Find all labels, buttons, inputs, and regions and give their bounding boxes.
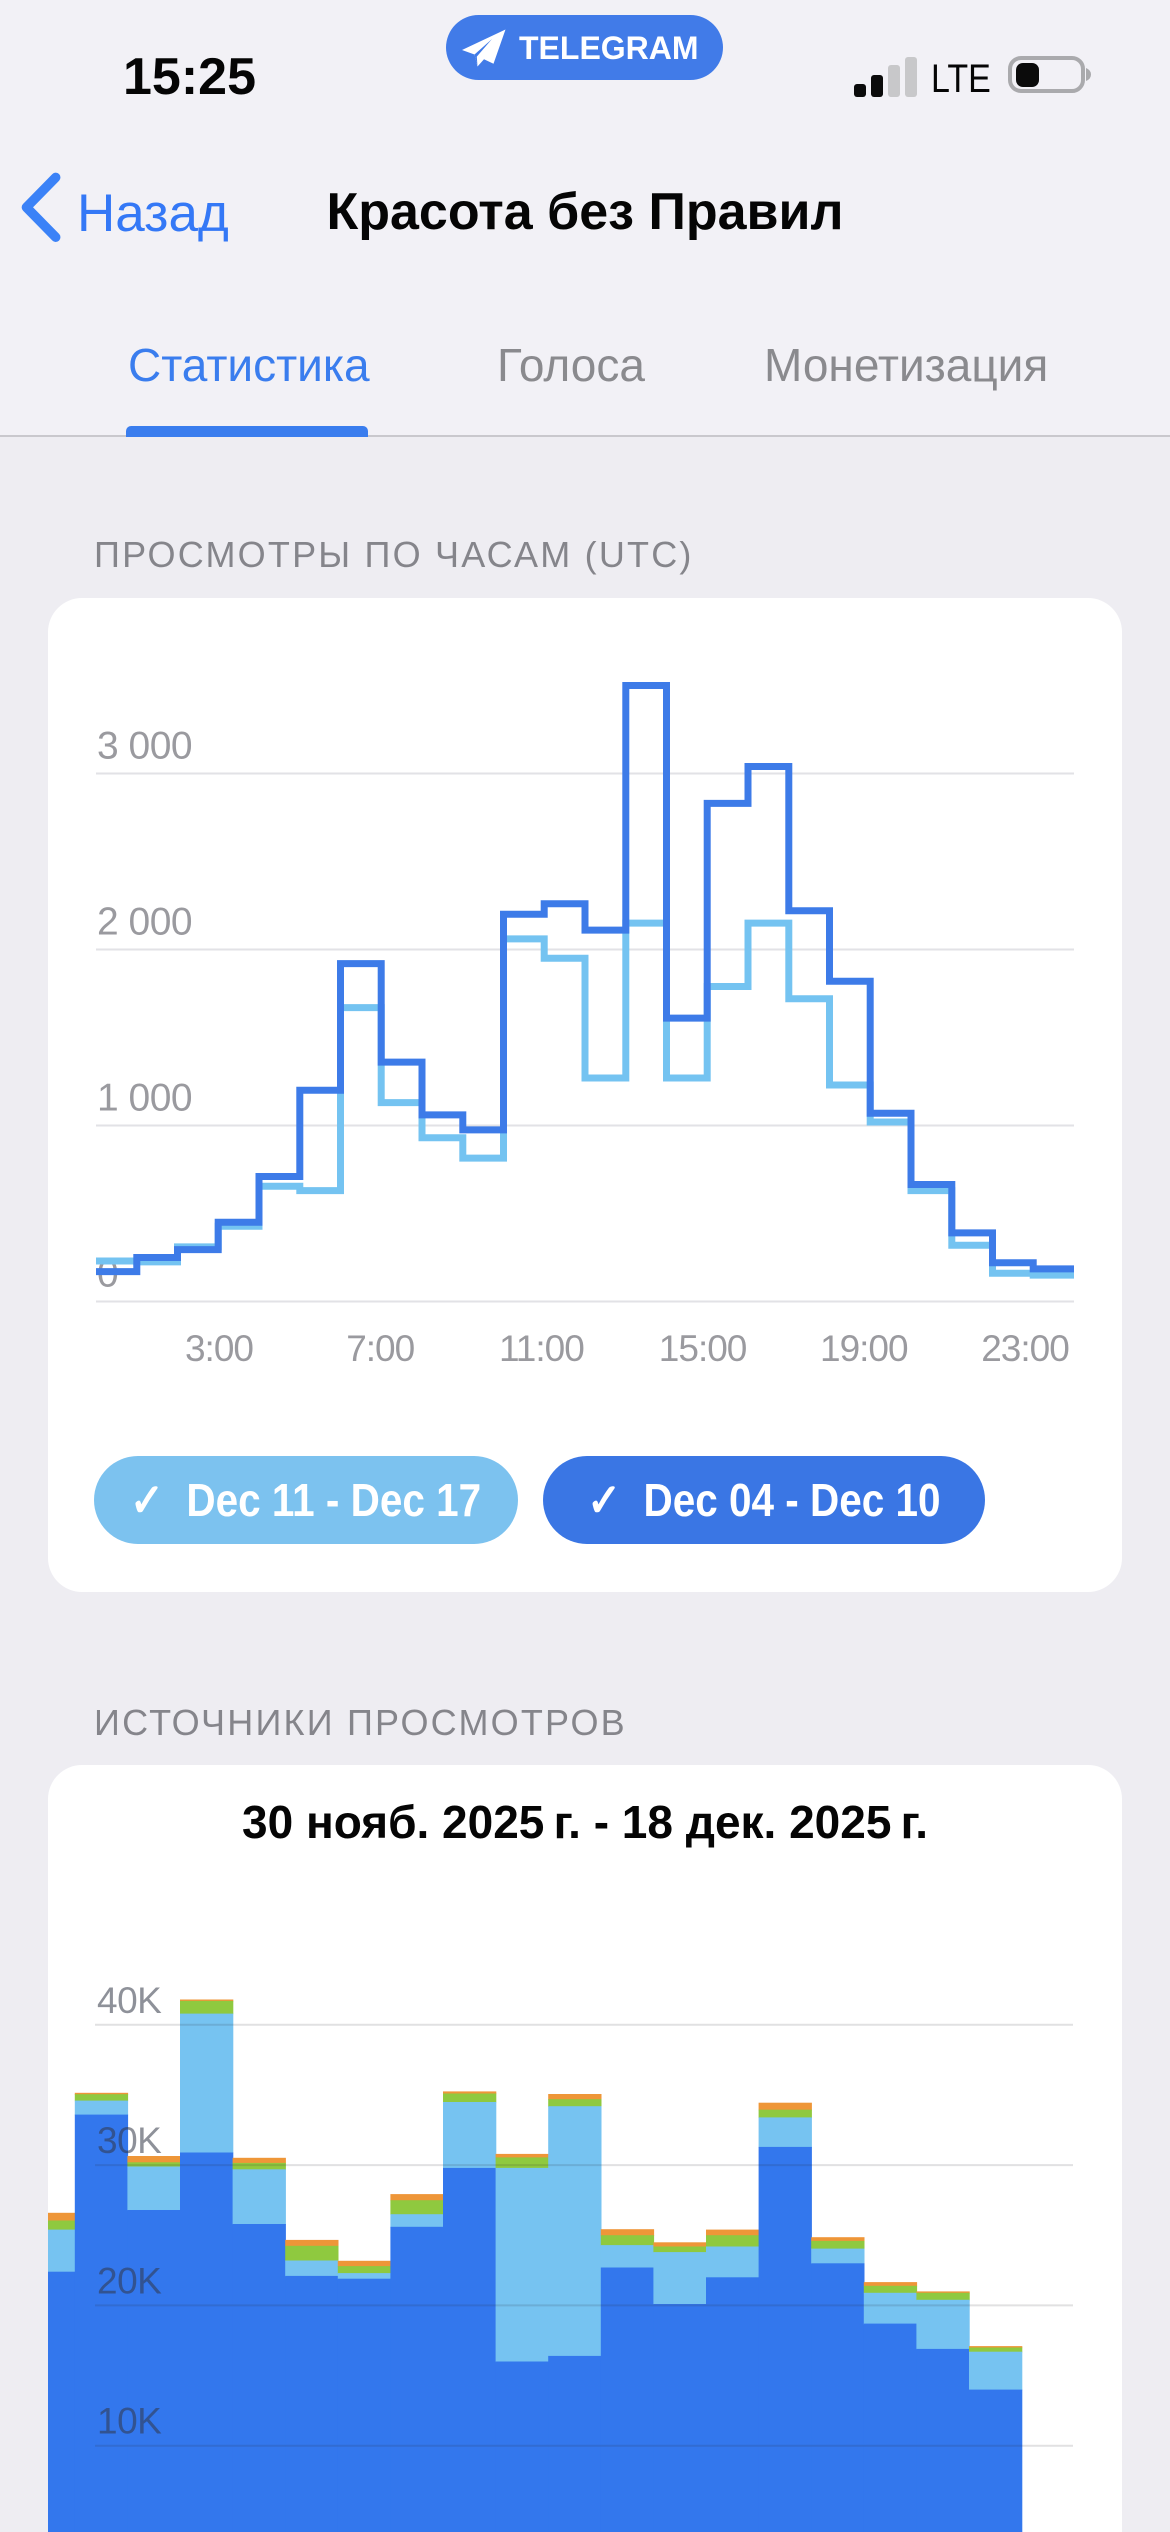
svg-text:23:00: 23:00 xyxy=(981,1328,1069,1369)
svg-text:40K: 40K xyxy=(97,1980,162,2021)
svg-text:1 000: 1 000 xyxy=(97,1077,192,1120)
svg-text:10K: 10K xyxy=(97,2401,162,2442)
svg-text:7:00: 7:00 xyxy=(346,1328,414,1369)
svg-text:15:00: 15:00 xyxy=(659,1328,747,1369)
svg-text:19:00: 19:00 xyxy=(820,1328,908,1369)
svg-text:2 000: 2 000 xyxy=(97,901,192,944)
svg-text:11:00: 11:00 xyxy=(499,1328,584,1369)
svg-text:3 000: 3 000 xyxy=(97,725,192,768)
svg-text:30K: 30K xyxy=(97,2120,162,2161)
svg-text:3:00: 3:00 xyxy=(185,1328,253,1369)
svg-text:20K: 20K xyxy=(97,2260,162,2301)
